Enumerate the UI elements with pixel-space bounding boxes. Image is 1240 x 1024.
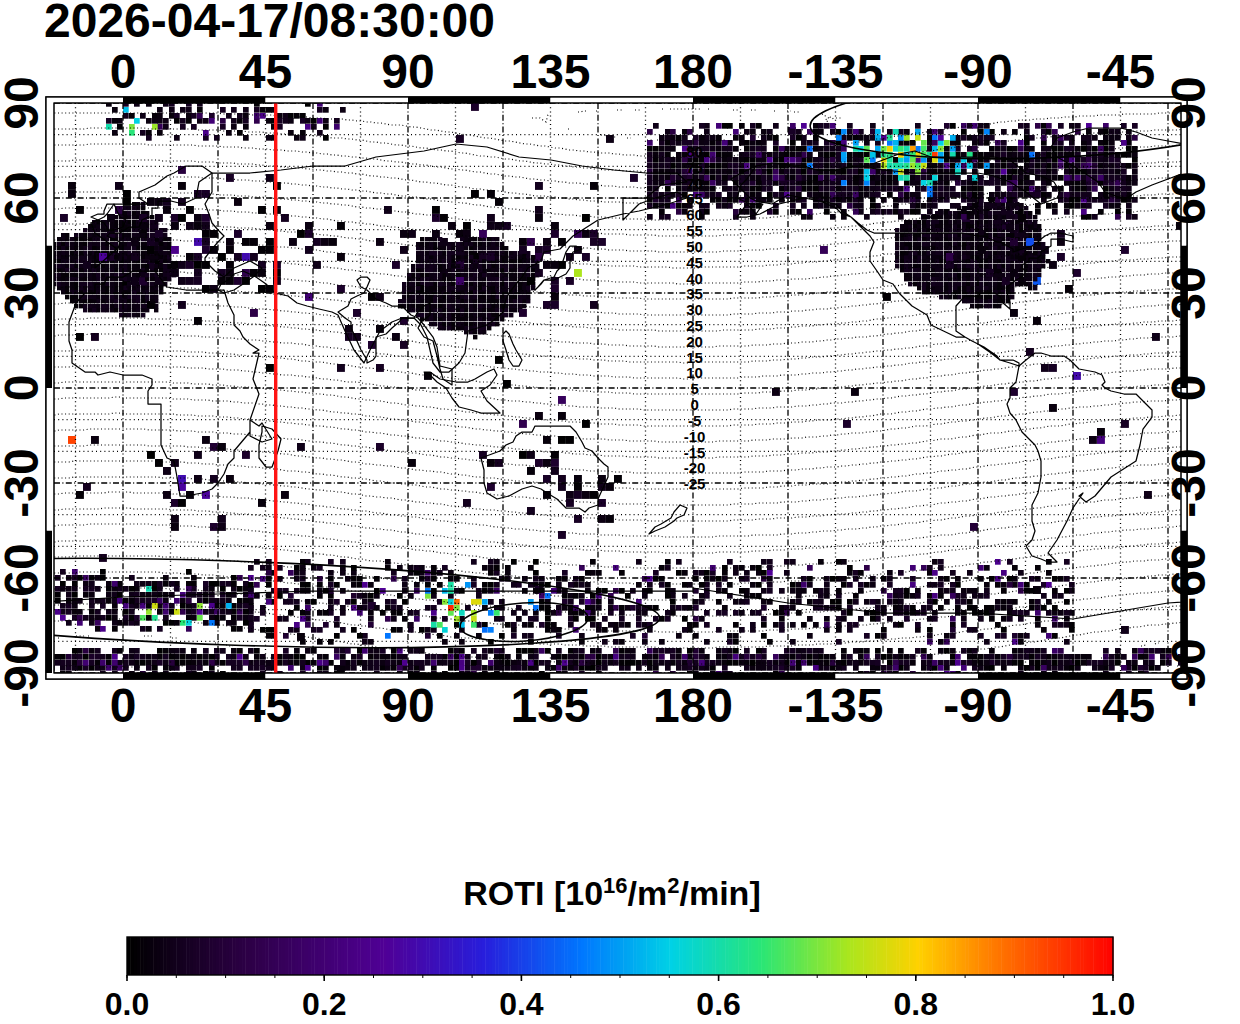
svg-text:45: 45 xyxy=(239,679,292,732)
svg-text:0.4: 0.4 xyxy=(499,986,544,1022)
svg-text:45: 45 xyxy=(239,45,292,98)
svg-text:70: 70 xyxy=(686,175,703,192)
svg-text:10: 10 xyxy=(686,364,703,381)
svg-text:-5: -5 xyxy=(688,412,701,429)
svg-text:0: 0 xyxy=(690,396,698,413)
svg-text:0: 0 xyxy=(1162,375,1215,402)
svg-text:5: 5 xyxy=(690,380,698,397)
svg-text:0.6: 0.6 xyxy=(696,986,740,1022)
svg-text:0: 0 xyxy=(110,679,137,732)
svg-text:-45: -45 xyxy=(1086,679,1155,732)
svg-text:20: 20 xyxy=(686,333,703,350)
svg-text:35: 35 xyxy=(686,285,703,302)
svg-text:-25: -25 xyxy=(684,475,706,492)
svg-text:90: 90 xyxy=(1162,76,1215,129)
svg-text:135: 135 xyxy=(510,679,590,732)
svg-text:90: 90 xyxy=(381,45,434,98)
svg-text:-135: -135 xyxy=(787,679,883,732)
svg-text:55: 55 xyxy=(686,222,703,239)
svg-text:80: 80 xyxy=(686,143,703,160)
svg-text:-90: -90 xyxy=(943,679,1012,732)
svg-text:50: 50 xyxy=(686,238,703,255)
svg-text:15: 15 xyxy=(686,349,703,366)
svg-text:60: 60 xyxy=(686,206,703,223)
svg-text:-60: -60 xyxy=(1162,543,1215,612)
svg-text:-90: -90 xyxy=(0,638,48,707)
svg-text:0: 0 xyxy=(0,375,48,402)
svg-text:2026-04-17/08:30:00: 2026-04-17/08:30:00 xyxy=(44,0,495,47)
svg-text:-90: -90 xyxy=(943,45,1012,98)
svg-text:30: 30 xyxy=(0,266,48,319)
svg-text:65: 65 xyxy=(686,190,703,207)
svg-text:40: 40 xyxy=(686,270,703,287)
svg-text:0.2: 0.2 xyxy=(302,986,346,1022)
svg-text:45: 45 xyxy=(686,254,703,271)
svg-text:-10: -10 xyxy=(684,428,706,445)
svg-text:-60: -60 xyxy=(0,543,48,612)
svg-text:-135: -135 xyxy=(787,45,883,98)
svg-text:0.0: 0.0 xyxy=(105,986,149,1022)
svg-text:-15: -15 xyxy=(684,444,706,461)
svg-text:30: 30 xyxy=(686,301,703,318)
svg-text:60: 60 xyxy=(0,171,48,224)
svg-text:75: 75 xyxy=(686,159,703,176)
svg-text:135: 135 xyxy=(510,45,590,98)
svg-text:-30: -30 xyxy=(0,448,48,517)
svg-text:0: 0 xyxy=(110,45,137,98)
svg-text:180: 180 xyxy=(653,679,733,732)
svg-text:-30: -30 xyxy=(1162,448,1215,517)
svg-text:25: 25 xyxy=(686,317,703,334)
svg-text:-90: -90 xyxy=(1162,638,1215,707)
svg-text:90: 90 xyxy=(0,76,48,129)
svg-text:1.0: 1.0 xyxy=(1091,986,1135,1022)
svg-text:60: 60 xyxy=(1162,171,1215,224)
svg-text:-20: -20 xyxy=(684,459,706,476)
svg-text:180: 180 xyxy=(653,45,733,98)
svg-text:0.8: 0.8 xyxy=(894,986,938,1022)
svg-text:90: 90 xyxy=(381,679,434,732)
svg-text:-45: -45 xyxy=(1086,45,1155,98)
svg-text:30: 30 xyxy=(1162,266,1215,319)
